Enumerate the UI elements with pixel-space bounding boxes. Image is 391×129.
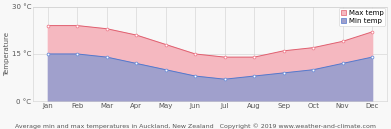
Text: Average min and max temperatures in Auckland, New Zealand   Copyright © 2019 www: Average min and max temperatures in Auck… (15, 123, 376, 129)
Legend: Max temp, Min temp: Max temp, Min temp (339, 8, 386, 26)
Y-axis label: Temperature: Temperature (4, 32, 10, 76)
